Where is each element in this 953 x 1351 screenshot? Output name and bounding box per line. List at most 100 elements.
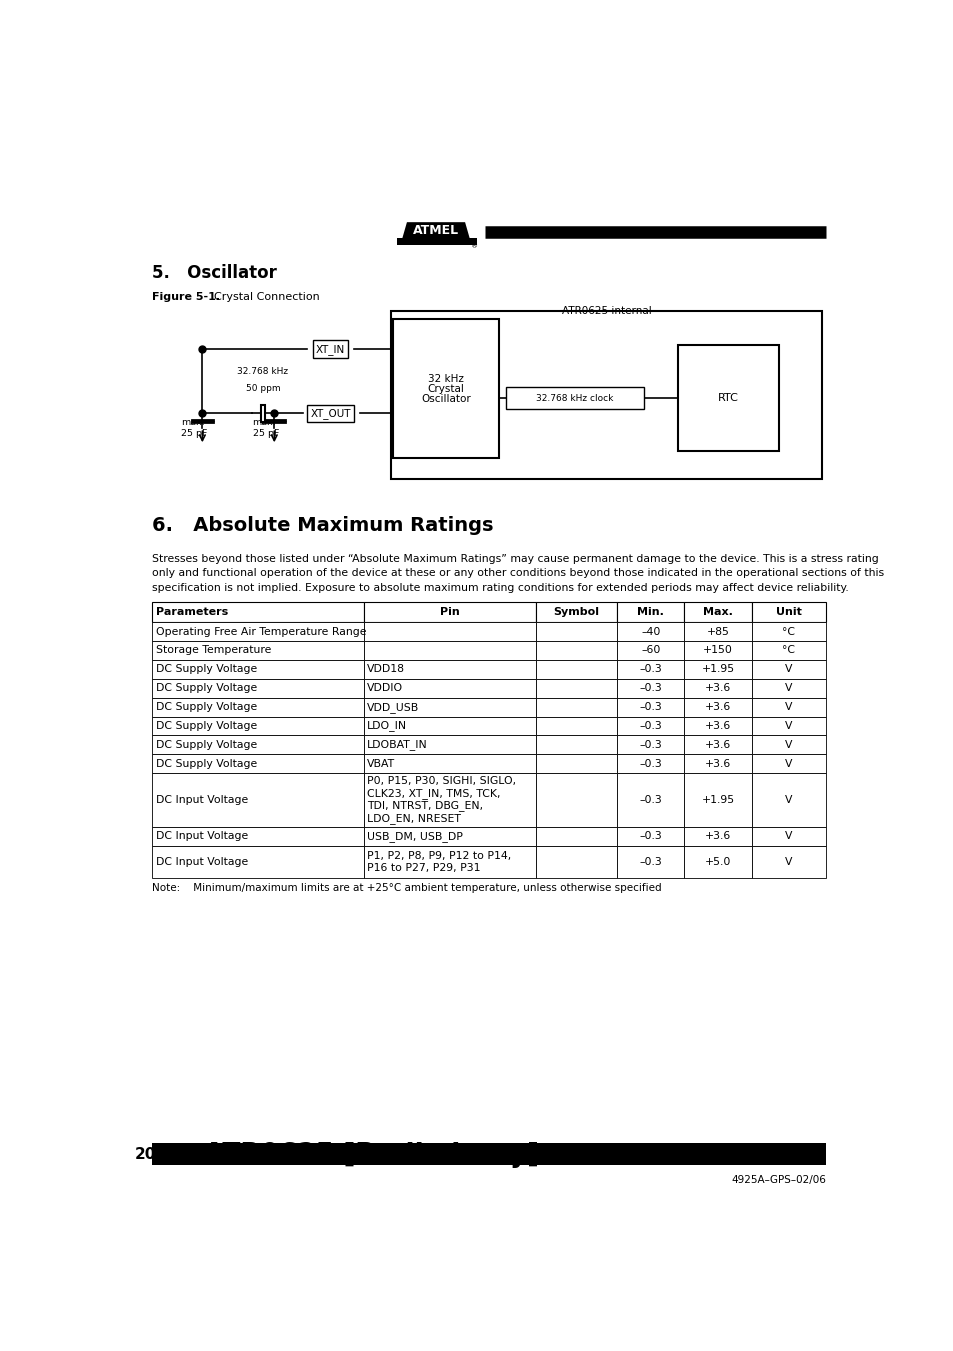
Text: –0.3: –0.3 <box>639 740 661 750</box>
Text: only and functional operation of the device at these or any other conditions bey: only and functional operation of the dev… <box>152 569 883 578</box>
Bar <box>364 846 536 878</box>
Bar <box>751 754 825 773</box>
Text: Operating Free Air Temperature Range: Operating Free Air Temperature Range <box>156 627 367 636</box>
Text: VDDIO: VDDIO <box>367 684 403 693</box>
Bar <box>421 238 429 243</box>
Text: XT_IN: XT_IN <box>315 343 345 354</box>
Text: V: V <box>784 796 792 805</box>
Bar <box>152 659 364 678</box>
Bar <box>683 659 751 678</box>
Text: +1.95: +1.95 <box>700 665 734 674</box>
Text: –0.3: –0.3 <box>639 703 661 712</box>
Text: 32.768 kHz: 32.768 kHz <box>237 367 289 376</box>
Bar <box>364 601 536 623</box>
Text: DC Supply Voltage: DC Supply Voltage <box>156 721 257 731</box>
Text: +150: +150 <box>702 646 732 655</box>
Bar <box>433 238 440 243</box>
Bar <box>364 642 536 659</box>
Bar <box>677 346 778 451</box>
Bar <box>364 754 536 773</box>
Text: Figure 5-1.: Figure 5-1. <box>152 292 220 303</box>
Text: DC Supply Voltage: DC Supply Voltage <box>156 759 257 769</box>
Bar <box>617 773 683 827</box>
Text: specification is not implied. Exposure to absolute maximum rating conditions for: specification is not implied. Exposure t… <box>152 582 847 593</box>
Bar <box>261 405 265 422</box>
Text: +3.6: +3.6 <box>704 684 731 693</box>
Text: DC Supply Voltage: DC Supply Voltage <box>156 665 257 674</box>
Text: 50 ppm: 50 ppm <box>246 384 280 393</box>
Bar <box>410 238 417 243</box>
Text: Max.: Max. <box>702 607 732 617</box>
Bar <box>751 678 825 697</box>
Text: V: V <box>784 759 792 769</box>
Bar <box>536 678 617 697</box>
Bar <box>751 773 825 827</box>
Bar <box>391 311 821 480</box>
Bar <box>617 659 683 678</box>
Bar <box>152 846 364 878</box>
Text: V: V <box>784 740 792 750</box>
Bar <box>364 623 536 642</box>
Text: +5.0: +5.0 <box>704 857 731 867</box>
Bar <box>152 697 364 716</box>
Bar <box>683 697 751 716</box>
Text: –0.3: –0.3 <box>639 796 661 805</box>
Bar <box>152 773 364 827</box>
Text: LDOBAT_IN: LDOBAT_IN <box>367 739 428 750</box>
Text: P1, P2, P8, P9, P12 to P14,
P16 to P27, P29, P31: P1, P2, P8, P9, P12 to P14, P16 to P27, … <box>367 851 511 873</box>
Text: V: V <box>784 857 792 867</box>
Text: Storage Temperature: Storage Temperature <box>156 646 272 655</box>
Text: ATMEL: ATMEL <box>412 224 458 236</box>
Bar <box>683 754 751 773</box>
Bar <box>751 846 825 878</box>
Text: ATR0625 [Preliminary]: ATR0625 [Preliminary] <box>204 1142 539 1167</box>
Bar <box>536 827 617 846</box>
Text: Unit: Unit <box>775 607 801 617</box>
Text: Crystal Connection: Crystal Connection <box>213 292 319 303</box>
Text: V: V <box>784 684 792 693</box>
Text: 20: 20 <box>134 1147 156 1162</box>
Text: Pin: Pin <box>440 607 459 617</box>
Text: 32 kHz: 32 kHz <box>428 374 463 384</box>
Bar <box>536 623 617 642</box>
Text: –0.3: –0.3 <box>639 831 661 842</box>
Bar <box>152 623 364 642</box>
Bar <box>617 697 683 716</box>
Bar <box>617 846 683 878</box>
Bar <box>683 735 751 754</box>
Bar <box>683 623 751 642</box>
Bar <box>152 716 364 735</box>
Text: VDD_USB: VDD_USB <box>367 701 419 712</box>
Bar <box>152 1143 825 1165</box>
Bar <box>683 773 751 827</box>
Polygon shape <box>402 222 469 238</box>
Text: +1.95: +1.95 <box>700 796 734 805</box>
Bar <box>364 659 536 678</box>
Text: Parameters: Parameters <box>156 607 229 617</box>
Bar <box>364 773 536 827</box>
Text: P0, P15, P30, SIGHI, SIGLO,
CLK23, XT_IN, TMS, TCK,
TDI, NTRST, DBG_EN,
LDO_EN, : P0, P15, P30, SIGHI, SIGLO, CLK23, XT_IN… <box>367 777 516 824</box>
Bar <box>364 716 536 735</box>
Bar <box>152 827 364 846</box>
Bar <box>536 642 617 659</box>
Text: DC Supply Voltage: DC Supply Voltage <box>156 703 257 712</box>
Text: –0.3: –0.3 <box>639 721 661 731</box>
Bar <box>617 827 683 846</box>
Bar <box>505 386 643 409</box>
Bar <box>751 623 825 642</box>
Text: max.: max. <box>253 417 276 427</box>
Text: 25 pF: 25 pF <box>180 430 207 438</box>
Text: V: V <box>784 721 792 731</box>
Text: –0.3: –0.3 <box>639 665 661 674</box>
Text: DC Input Voltage: DC Input Voltage <box>156 857 249 867</box>
Bar <box>751 716 825 735</box>
Text: DC Supply Voltage: DC Supply Voltage <box>156 684 257 693</box>
Bar <box>683 716 751 735</box>
Text: V: V <box>784 703 792 712</box>
Text: V: V <box>784 831 792 842</box>
Bar <box>683 642 751 659</box>
Text: Stresses beyond those listed under “Absolute Maximum Ratings” may cause permanen: Stresses beyond those listed under “Abso… <box>152 554 878 565</box>
Bar <box>444 238 452 243</box>
Text: V: V <box>784 665 792 674</box>
Bar <box>364 827 536 846</box>
